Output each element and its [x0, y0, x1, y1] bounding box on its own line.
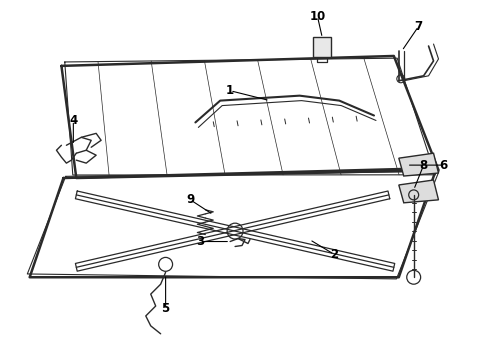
Text: 4: 4 [69, 114, 77, 127]
Text: 7: 7 [415, 20, 423, 33]
Text: 8: 8 [419, 159, 428, 172]
Text: 10: 10 [309, 10, 325, 23]
Text: 9: 9 [186, 193, 195, 206]
Text: 3: 3 [196, 235, 204, 248]
Text: 1: 1 [226, 84, 234, 97]
Polygon shape [399, 153, 439, 176]
Text: 6: 6 [440, 159, 447, 172]
FancyBboxPatch shape [314, 37, 331, 57]
Polygon shape [399, 180, 439, 203]
Text: 5: 5 [162, 302, 170, 315]
Text: 2: 2 [330, 248, 339, 261]
